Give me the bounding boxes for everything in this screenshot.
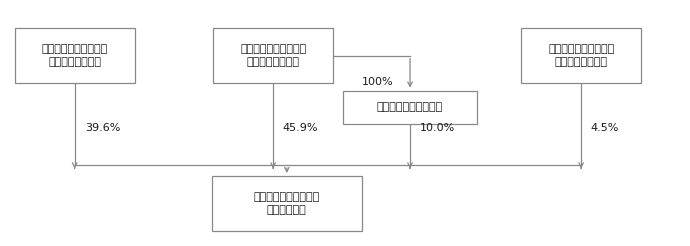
Text: 延安市人民政府国有资
产监督管理委员会: 延安市人民政府国有资 产监督管理委员会 xyxy=(41,44,108,67)
FancyBboxPatch shape xyxy=(14,28,135,83)
Text: 4.5%: 4.5% xyxy=(590,123,618,133)
Text: 陕西省人民政府国有资
产监督管理委员会: 陕西省人民政府国有资 产监督管理委员会 xyxy=(240,44,306,67)
FancyBboxPatch shape xyxy=(212,176,362,231)
Text: 陕西延长石油（集团）
有限责任公司: 陕西延长石油（集团） 有限责任公司 xyxy=(254,192,320,215)
Text: 榆林市人民政府国有资
产监督管理委员会: 榆林市人民政府国有资 产监督管理委员会 xyxy=(548,44,614,67)
FancyBboxPatch shape xyxy=(521,28,641,83)
FancyBboxPatch shape xyxy=(344,91,477,124)
Text: 长安汇通有限责任公司: 长安汇通有限责任公司 xyxy=(377,102,443,112)
Text: 45.9%: 45.9% xyxy=(282,123,317,133)
Text: 100%: 100% xyxy=(362,77,393,87)
FancyBboxPatch shape xyxy=(213,28,333,83)
Text: 39.6%: 39.6% xyxy=(85,123,120,133)
Text: 10.0%: 10.0% xyxy=(420,123,455,133)
